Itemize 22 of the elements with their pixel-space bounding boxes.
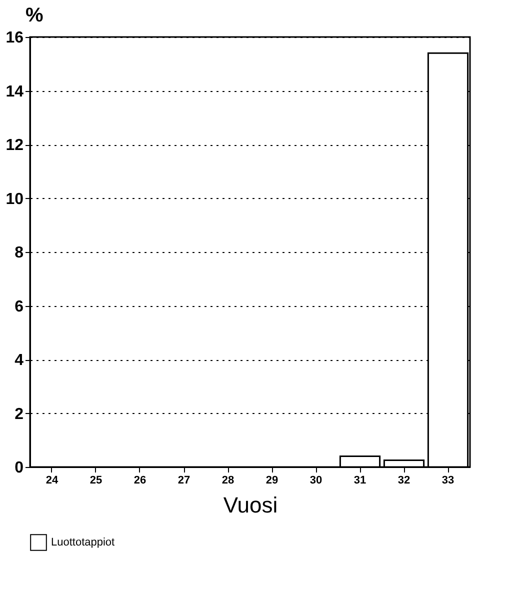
y-tick-label: 6 [14, 298, 24, 316]
x-tick-label: 33 [442, 474, 454, 486]
y-tick-label: 4 [14, 352, 24, 369]
x-tick-label: 31 [354, 474, 366, 486]
x-tick-label: 29 [266, 474, 278, 486]
x-tick-label: 25 [90, 474, 102, 486]
x-tick-label: 24 [46, 474, 59, 486]
x-tick-label: 26 [134, 474, 146, 486]
x-tick-label: 27 [178, 474, 190, 486]
y-tick-label: 2 [14, 406, 24, 423]
y-tick-label: 8 [14, 244, 24, 262]
y-tick-label: 0 [14, 460, 24, 476]
y-tick-label: 14 [6, 83, 24, 100]
x-axis-title: Vuosi [223, 492, 278, 518]
y-tick-label: 16 [6, 30, 24, 46]
legend-label: Luottotappiot [51, 536, 115, 548]
x-tick-label: 30 [310, 474, 322, 486]
y-axis-title: % [26, 4, 44, 26]
y-tick-label: 10 [6, 190, 24, 208]
x-tick-label: 32 [398, 474, 410, 486]
x-tick-label: 28 [222, 474, 234, 486]
y-tick-label: 12 [6, 137, 24, 154]
